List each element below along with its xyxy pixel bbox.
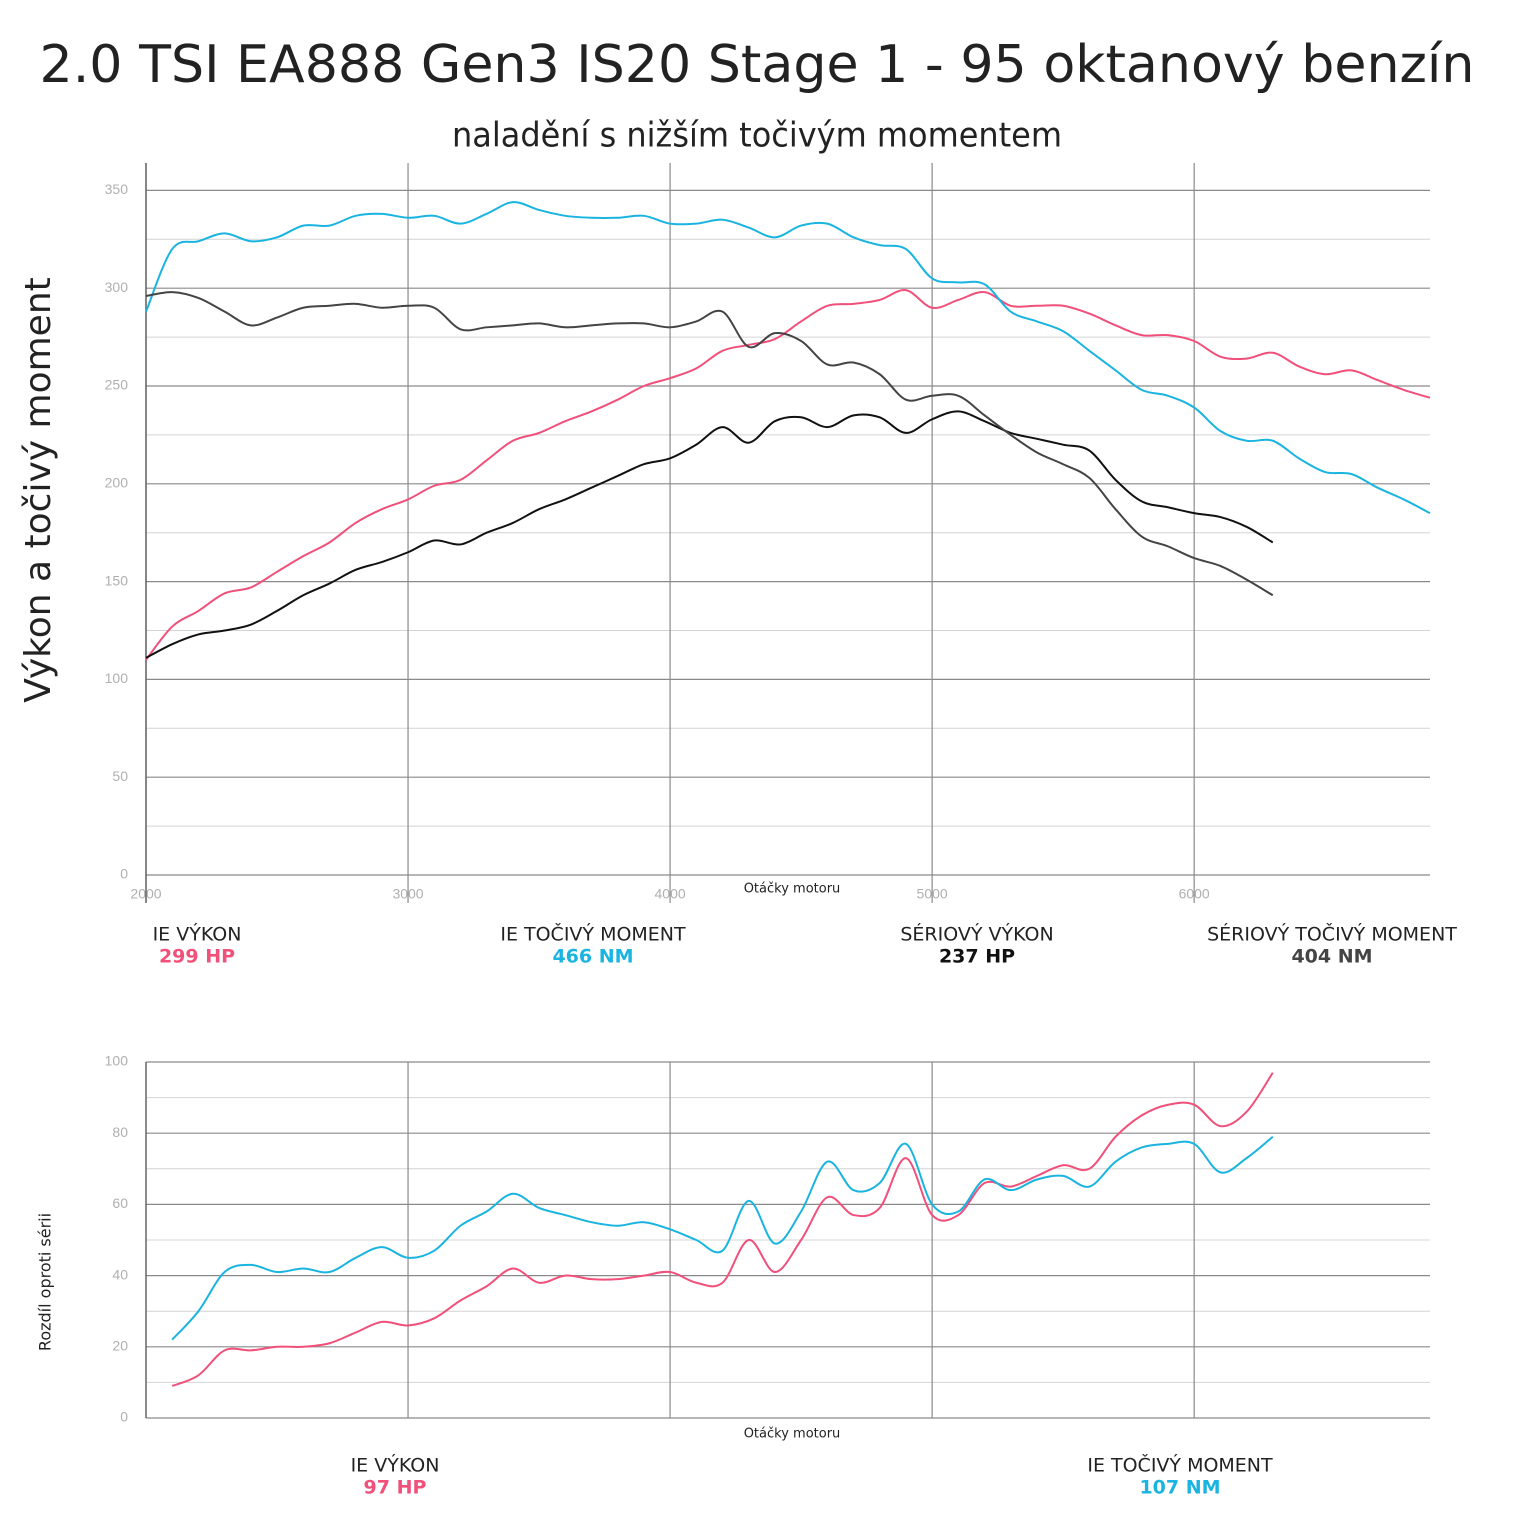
y-tick-label: 100 [105, 670, 129, 686]
legend-label: IE TOČIVÝ MOMENT [500, 922, 686, 946]
y-tick-label: 200 [105, 474, 129, 490]
y-tick-label: 100 [105, 1053, 129, 1069]
x-axis-label: Otáčky motoru [744, 882, 841, 897]
y-tick-label: 80 [112, 1124, 128, 1140]
y-tick-label: 40 [112, 1266, 128, 1282]
legend-label: SÉRIOVÝ TOČIVÝ MOMENT [1207, 922, 1457, 946]
legend-label: IE TOČIVÝ MOMENT [1087, 1453, 1273, 1477]
legend-peak: 404 NM [1291, 946, 1372, 968]
chart-subtitle: naladění s nižším točivým momentem [452, 116, 1062, 156]
legend-peak: 107 NM [1139, 1477, 1220, 1499]
x-tick-label: 6000 [1179, 886, 1210, 902]
y-tick-label: 50 [112, 768, 128, 784]
y-tick-label: 250 [105, 377, 129, 393]
y-tick-label: 350 [105, 181, 129, 197]
x-axis-label: Otáčky motoru [744, 1427, 841, 1442]
y-axis-label: Rozdíl oproti sérii [36, 1213, 55, 1351]
y-tick-label: 0 [120, 866, 128, 882]
y-tick-label: 60 [112, 1195, 128, 1211]
legend-peak: 299 HP [159, 946, 235, 968]
series-line [145, 291, 1274, 597]
series-line [145, 410, 1274, 659]
y-axis-label: Výkon a točivý moment [18, 277, 59, 703]
series-line [145, 201, 1431, 515]
x-tick-label: 5000 [917, 886, 948, 902]
x-tick-label: 3000 [392, 886, 423, 902]
legend-peak: 97 HP [364, 1477, 427, 1499]
y-tick-label: 150 [105, 572, 129, 588]
y-tick-label: 0 [120, 1409, 128, 1425]
chart-title: 2.0 TSI EA888 Gen3 IS20 Stage 1 - 95 okt… [40, 35, 1475, 95]
x-tick-label: 4000 [655, 886, 686, 902]
legend-peak: 466 NM [552, 946, 633, 968]
series-line [145, 289, 1431, 661]
y-tick-label: 20 [112, 1338, 128, 1354]
legend-peak: 237 HP [939, 946, 1015, 968]
y-tick-label: 300 [105, 279, 129, 295]
legend-label: IE VÝKON [351, 1454, 440, 1477]
series-line [171, 1072, 1274, 1387]
legend-label: SÉRIOVÝ VÝKON [900, 923, 1053, 946]
series-line [171, 1135, 1274, 1341]
legend-label: IE VÝKON [153, 923, 242, 946]
